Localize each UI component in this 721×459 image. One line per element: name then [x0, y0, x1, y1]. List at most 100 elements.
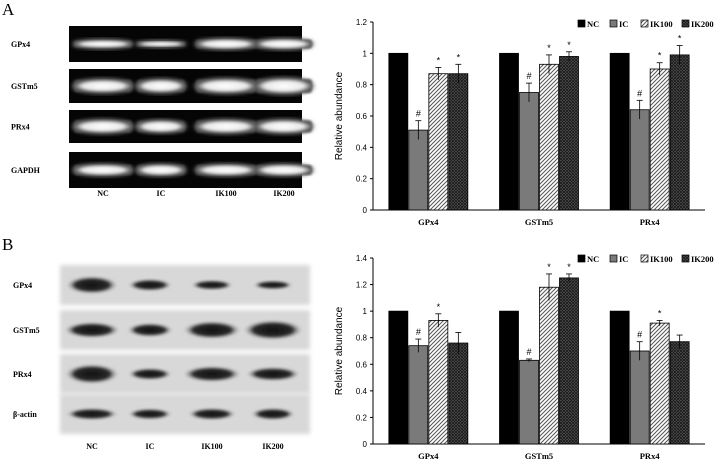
blot-b-band [183, 366, 241, 382]
blot-b-band [66, 408, 118, 420]
y-tick-label: 0.8 [356, 334, 368, 343]
significance-mark: # [416, 327, 421, 337]
legend-label: IK200 [691, 254, 714, 264]
blot-b-band [65, 364, 119, 384]
legend-label: IK200 [691, 19, 714, 29]
bar-nc [388, 52, 409, 211]
y-axis-title: Relative abundance [334, 71, 345, 160]
blot-b-lane-label: IK100 [201, 442, 222, 451]
gel-a-row-label: GSTm5 [11, 82, 38, 91]
bar-ik200 [448, 73, 469, 211]
significance-mark: # [526, 347, 531, 357]
y-tick-label: 1.2 [356, 18, 368, 27]
y-tick-label: 0.6 [356, 360, 368, 369]
significance-mark: * [547, 43, 551, 53]
bar-ic [408, 129, 429, 211]
y-axis-title: Relative abundance [334, 306, 345, 395]
blot-b-row: GPx4 [13, 265, 310, 305]
gel-a-band [74, 165, 132, 175]
significance-mark: # [637, 88, 642, 98]
bar-ik100 [649, 68, 670, 211]
bar-ik200 [669, 54, 690, 211]
category-label: GSTm5 [525, 217, 553, 227]
bar-ik200 [669, 341, 690, 445]
blot-b-band [66, 276, 118, 294]
legend-swatch [640, 254, 649, 263]
y-tick-label: 0.4 [356, 387, 368, 396]
bar-chart-a: 0 0.2 0.4 0.6 0.8 1 1.2 Relative abundance # * * GP… [334, 18, 714, 227]
blot-b-band [128, 408, 172, 420]
bar-ik200 [559, 56, 579, 211]
legend-label: IK100 [650, 254, 673, 264]
bar-nc [499, 52, 519, 211]
legend-label: IC [619, 254, 628, 264]
gel-a-band [256, 39, 312, 49]
gel-a-band [196, 165, 256, 175]
gel-a-lane-label: NC [97, 189, 109, 198]
bar-nc [388, 310, 409, 445]
blot-b-lane-label: IC [146, 442, 155, 451]
blot-b-band [64, 322, 120, 338]
gel-a-row: GPx4 [11, 26, 314, 62]
blot-b-row-label: GSTm5 [13, 326, 40, 335]
blot-b-band [128, 368, 172, 380]
y-tick-label: 0.4 [356, 143, 368, 152]
y-tick-label: 0.8 [356, 81, 368, 90]
blot-b-band [251, 408, 295, 420]
blot-b-band [243, 320, 303, 340]
y-tick-label: 0.2 [356, 413, 368, 422]
gel-a-band [74, 40, 132, 48]
bar-ik100 [649, 322, 670, 445]
legend-swatch [681, 19, 690, 28]
blot-b-band [128, 279, 172, 291]
bar-ic [408, 345, 429, 445]
blot-b-row-label: GPx4 [13, 281, 32, 290]
blot-b-band [253, 280, 293, 290]
y-tick-label: 0.2 [356, 175, 368, 184]
bar-chart-b: 0 0.2 0.4 0.6 0.8 1 1.2 1.4 Relative abundance # *… [334, 254, 714, 459]
blot-b-lane-label: NC [86, 442, 98, 451]
gel-a-band [256, 120, 312, 133]
significance-mark: # [526, 71, 531, 81]
blot-b-row: GSTm5 [13, 310, 310, 350]
gel-a-band [74, 80, 132, 92]
significance-mark: * [658, 51, 662, 61]
legend-swatch [577, 19, 586, 28]
y-tick-label: 1 [363, 49, 368, 58]
blot-b-band [246, 367, 300, 381]
gel-a-lane-label: IK100 [215, 189, 236, 198]
y-tick-label: 1 [363, 307, 368, 316]
gel-a-band [196, 39, 256, 49]
significance-mark: # [637, 330, 642, 340]
y-tick-label: 0 [363, 440, 368, 449]
blot-b-band [191, 280, 233, 290]
bar-ik200 [448, 342, 469, 445]
category-label: GPx4 [418, 451, 439, 459]
legend-label: IK100 [650, 19, 673, 29]
gel-a-row: GSTm5 [11, 69, 314, 103]
significance-mark: * [567, 262, 571, 272]
y-tick-label: 1.2 [356, 281, 368, 290]
bar-ic [519, 92, 539, 211]
gel-a-row-label: PRx4 [11, 123, 30, 132]
gel-a-band [256, 165, 312, 175]
gel-a-band [137, 121, 185, 132]
legend-label: NC [587, 254, 599, 264]
legend-label: NC [587, 19, 599, 29]
blot-b-band [127, 323, 173, 337]
western-blot-b: GPx4 GSTm5 PRx4 β-actin NC IC IK100 IK200 [13, 265, 310, 451]
bar-ik200 [559, 277, 579, 445]
bar-ik100 [428, 73, 449, 211]
gel-a-lane-label: IK200 [273, 189, 294, 198]
legend: NC IC IK100 IK200 [577, 19, 714, 29]
significance-mark: * [457, 52, 461, 62]
bar-ik100 [539, 286, 559, 445]
category-label: GSTm5 [525, 451, 553, 459]
legend-swatch [577, 254, 586, 263]
significance-mark: * [547, 262, 551, 272]
bar-nc [609, 310, 630, 445]
gel-a-row-label: GAPDH [11, 166, 41, 175]
gel-a-band [256, 79, 312, 93]
blot-b-lane-label: IK200 [262, 442, 283, 451]
